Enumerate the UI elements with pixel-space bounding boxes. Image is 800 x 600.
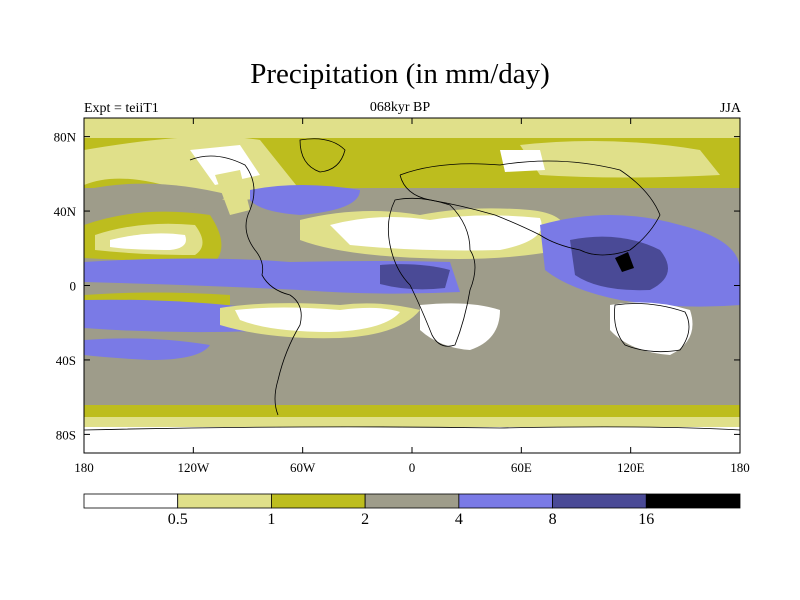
s-pacific-wet (84, 338, 210, 360)
coastlines (84, 138, 740, 431)
greenland-coast (299, 138, 346, 173)
s-africa-dry (420, 303, 500, 350)
x-tick-label: 120W (177, 460, 210, 475)
colorbar-label: 16 (638, 511, 654, 528)
arctic-band (84, 118, 740, 138)
colorbar-swatch (177, 493, 272, 509)
se-pacific-dry (235, 307, 400, 332)
eurasia-coast (399, 160, 661, 256)
y-axis-ticks: 80N 40N 0 40S 80S (54, 130, 740, 442)
colorbar: 0.5 1 2 4 8 16 (83, 493, 741, 528)
colorbar-label: 0.5 (168, 511, 188, 528)
colorbar-label: 8 (549, 511, 557, 528)
map-subtitle: 068kyr BP (369, 100, 431, 115)
canada-dry (190, 145, 260, 185)
npac-grey (84, 183, 230, 215)
monsoon-max (615, 252, 634, 272)
sahara-arabia-dry (330, 215, 542, 251)
colorbar-swatch (83, 493, 179, 509)
africa-coast (387, 197, 476, 347)
x-tick-label: 60W (290, 460, 316, 475)
antarctic-light (84, 417, 740, 427)
natl-storm-track (250, 185, 360, 215)
x-axis-ticks: 180 120W 60W 0 60E 120E 180 (74, 118, 750, 475)
colorbar-swatch (364, 493, 460, 509)
y-tick-label: 0 (70, 279, 77, 294)
colorbar-label: 1 (267, 511, 275, 528)
y-tick-label: 40S (56, 353, 76, 368)
colorbar-swatch (552, 493, 647, 509)
siberia-yellow (520, 141, 720, 178)
colorbar-label: 4 (455, 511, 463, 528)
season-label: JJA (719, 101, 741, 116)
y-tick-label: 80N (54, 130, 77, 145)
colorbar-swatch (271, 493, 366, 509)
itcz-band (84, 258, 460, 294)
southern-ocean-grey (84, 360, 740, 410)
americas-coast (189, 155, 302, 416)
np-subtrop-dry (110, 233, 186, 250)
x-tick-label: 60E (511, 460, 532, 475)
siberia-dry (500, 150, 545, 172)
colorbar-swatch (645, 493, 741, 509)
itcz-africa-dark (380, 264, 450, 290)
antarctic-margin (84, 405, 740, 417)
colorbar-label: 2 (361, 511, 369, 528)
australia-coast (614, 303, 690, 353)
rockies-light (215, 170, 250, 215)
precip-field (84, 118, 740, 453)
y-tick-label: 40N (54, 204, 77, 219)
experiment-label: Expt = teiiT1 (84, 101, 159, 116)
x-tick-label: 180 (730, 460, 750, 475)
na-arctic-yellow (84, 136, 300, 200)
colorbar-swatch (458, 493, 553, 509)
map-title: Precipitation (in mm/day) (250, 58, 550, 90)
australia-dry (610, 302, 693, 355)
x-tick-label: 180 (74, 460, 94, 475)
x-tick-label: 0 (409, 460, 416, 475)
antarctica-coast (84, 426, 740, 431)
y-tick-label: 80S (56, 427, 76, 442)
x-tick-label: 120E (617, 460, 645, 475)
